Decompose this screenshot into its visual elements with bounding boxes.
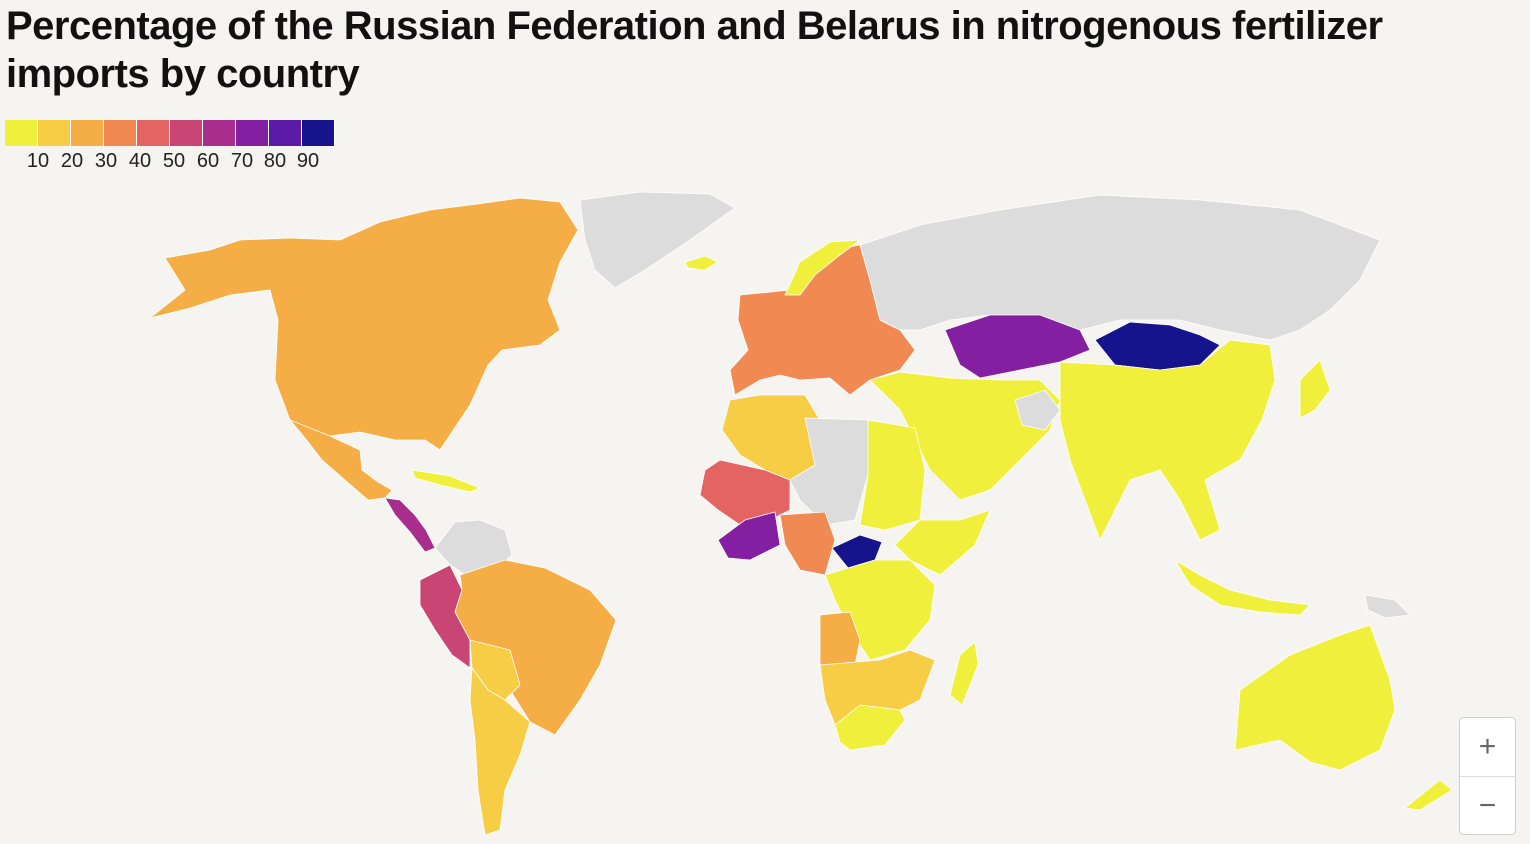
zoom-control: + − [1459,717,1516,835]
legend-tick-label: 40 [128,150,152,172]
legend-tick-label: 50 [162,150,186,172]
region-central-african-republic[interactable] [831,534,883,569]
region-central-america[interactable] [384,497,436,553]
region-caribbean[interactable] [411,469,482,493]
region-greenland[interactable] [579,191,736,289]
legend-swatch [203,120,236,146]
region-south-africa[interactable] [834,704,906,751]
region-egypt-sudan[interactable] [859,419,926,531]
legend-swatch [71,120,104,146]
region-asia-south-east[interactable] [1059,339,1276,541]
legend-tick-label: 90 [296,150,320,172]
legend-tick-label: 80 [263,150,287,172]
region-scandinavia[interactable] [784,239,862,296]
region-papua-new-guinea[interactable] [1364,594,1411,619]
region-kazakhstan[interactable] [944,314,1091,379]
legend-swatch [269,120,302,146]
region-new-zealand[interactable] [1404,779,1453,811]
region-brazil[interactable] [454,559,617,736]
map-title: Percentage of the Russian Federation and… [6,4,1383,96]
region-west-africa-high[interactable] [717,511,781,561]
region-russia[interactable] [859,194,1381,341]
legend-swatch [104,120,137,146]
region-peru-ecuador[interactable] [419,564,471,669]
region-mongolia[interactable] [1094,321,1221,371]
region-iceland[interactable] [684,255,719,271]
region-japan[interactable] [1299,359,1331,419]
legend-swatch [302,120,335,146]
legend-tick-label: 60 [196,150,220,172]
legend-tick-label: 70 [230,150,254,172]
region-nigeria[interactable] [779,511,836,576]
region-argentina-chile[interactable] [469,666,531,836]
region-australia[interactable] [1234,624,1396,771]
region-afghanistan[interactable] [1014,389,1061,431]
legend-swatch [236,120,269,146]
legend-ticks: 10 20 30 40 50 60 70 80 90 [5,146,335,172]
world-choropleth-map[interactable] [0,185,1530,844]
legend-swatch [170,120,203,146]
legend-swatch [137,120,170,146]
legend-swatch [38,120,71,146]
zoom-out-button[interactable]: − [1478,789,1497,822]
legend-tick-label: 30 [94,150,118,172]
region-horn-of-africa[interactable] [894,509,991,576]
color-legend: 10 20 30 40 50 60 70 80 90 [5,120,335,172]
region-southern-africa[interactable] [819,649,936,726]
legend-tick-label: 20 [60,150,84,172]
legend-tick-label: 10 [26,150,50,172]
region-north-america[interactable] [149,197,579,451]
zoom-in-button[interactable]: + [1460,718,1515,777]
region-mexico[interactable] [289,419,393,501]
region-colombia-venezuela[interactable] [434,519,513,579]
region-madagascar[interactable] [949,641,979,706]
legend-swatch [5,120,38,146]
region-angola[interactable] [819,611,861,666]
legend-swatches [5,120,335,146]
region-indonesia[interactable] [1174,559,1311,616]
